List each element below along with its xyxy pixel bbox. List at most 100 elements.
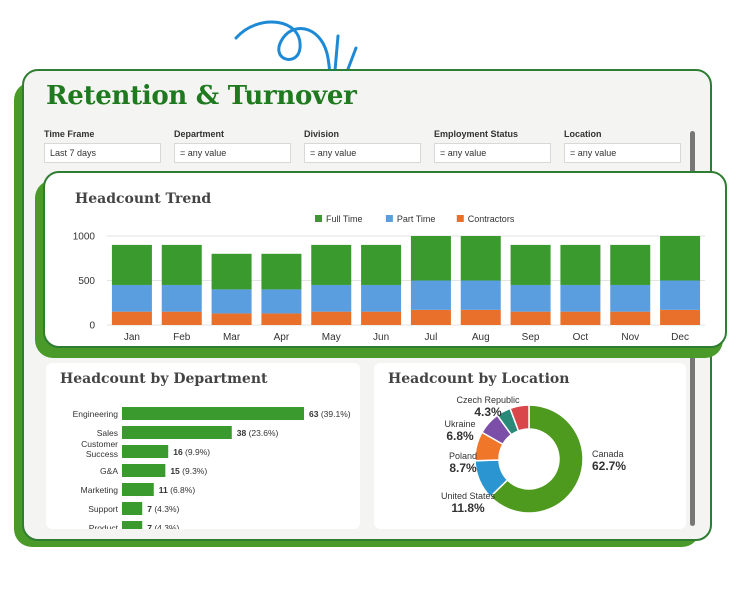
legend-label: Full Time: [326, 214, 363, 224]
employment-status-select[interactable]: = any value: [434, 143, 551, 163]
bar-segment: [410, 309, 451, 325]
slice-value: 6.8%: [446, 429, 474, 443]
filter-division: Division = any value: [304, 129, 426, 163]
bar-segment: [211, 253, 252, 290]
legend-swatch: [456, 215, 464, 222]
x-tick-label: Apr: [274, 332, 290, 343]
bar-segment: [361, 284, 402, 312]
y-tick-label: 500: [78, 276, 95, 287]
slice-name: United States: [441, 491, 496, 501]
panel-title: Headcount by Location: [388, 371, 570, 387]
legend-label: Part Time: [397, 214, 436, 224]
bar-segment: [161, 244, 202, 285]
category-label: Engineering: [73, 409, 119, 419]
filter-label: Time Frame: [44, 129, 95, 139]
division-select[interactable]: = any value: [304, 143, 421, 163]
bar-segment: [560, 244, 601, 285]
location-select[interactable]: = any value: [564, 143, 681, 163]
x-tick-label: Aug: [472, 332, 490, 343]
bar-segment: [311, 284, 352, 312]
x-tick-label: Jan: [124, 332, 140, 343]
bar-segment: [660, 236, 701, 281]
bar: [122, 445, 169, 458]
slice-value: 8.7%: [449, 461, 477, 475]
bar-segment: [560, 284, 601, 312]
bar: [122, 521, 143, 529]
bar-segment: [361, 244, 402, 285]
bar-segment: [510, 284, 551, 312]
location-panel: Headcount by Location Canada 62.7% United …: [374, 363, 686, 529]
bar-segment: [261, 313, 302, 325]
bar-segment: [311, 244, 352, 285]
bar: [122, 464, 166, 477]
donut-slice: [489, 404, 584, 514]
x-tick-label: May: [322, 332, 341, 343]
y-tick-label: 1000: [73, 232, 96, 243]
bar-segment: [211, 313, 252, 325]
data-label: 7 (4.3%): [147, 523, 179, 529]
bar: [122, 483, 154, 496]
department-panel: Headcount by Department Engineering 63 (3…: [46, 363, 360, 529]
filter-label: Division: [304, 129, 340, 139]
page-title: Retention & Turnover: [46, 81, 357, 111]
data-label: 38 (23.6%): [237, 428, 279, 438]
bar-segment: [460, 309, 501, 325]
bar-segment: [510, 244, 551, 285]
department-select[interactable]: = any value: [174, 143, 291, 163]
filter-time-frame: Time Frame Last 7 days: [44, 129, 166, 163]
bar: [122, 407, 304, 420]
panel-title: Headcount Trend: [75, 191, 212, 207]
department-bar-chart: Engineering 63 (39.1%) Sales 38 (23.6%) Cust…: [73, 407, 351, 529]
slice-value: 11.8%: [451, 501, 485, 515]
category-label: Customer: [81, 439, 118, 449]
bar-segment: [211, 289, 252, 314]
bar-segment: [660, 309, 701, 325]
bar-segment: [510, 311, 551, 325]
x-tick-label: Mar: [223, 332, 241, 343]
slice-name: Canada: [592, 449, 624, 459]
filter-department: Department = any value: [174, 129, 296, 163]
headcount-trend-chart: Full Time Part Time Contractors 0 500 1000 Jan…: [73, 214, 705, 343]
bar-segment: [261, 253, 302, 290]
legend-label: Contractors: [468, 214, 515, 224]
time-frame-select[interactable]: Last 7 days: [44, 143, 161, 163]
slice-name: Czech Republic: [456, 395, 520, 405]
bar-segment: [361, 311, 402, 325]
x-tick-label: Dec: [671, 332, 689, 343]
legend-swatch: [385, 215, 393, 222]
legend-swatch: [315, 215, 322, 222]
bar-segment: [410, 280, 451, 310]
bar-segment: [460, 236, 501, 281]
data-label: 7 (4.3%): [147, 504, 179, 514]
category-label: Marketing: [81, 485, 119, 495]
bar-segment: [111, 284, 152, 312]
category-label: G&A: [100, 466, 118, 476]
data-label: 16 (9.9%): [173, 447, 210, 457]
x-tick-label: Sep: [522, 332, 540, 343]
bar-segment: [560, 311, 601, 325]
slice-value: 62.7%: [592, 459, 626, 473]
bar-segment: [610, 311, 651, 325]
bar-segment: [311, 311, 352, 325]
bar-segment: [111, 311, 152, 325]
headcount-trend-card: Headcount Trend Full Time Part Time Contra…: [43, 171, 727, 348]
bar: [122, 502, 143, 515]
filter-location: Location = any value: [564, 129, 686, 163]
x-tick-label: Oct: [573, 332, 589, 343]
category-label: Sales: [97, 428, 118, 438]
donut-slice: [509, 404, 530, 432]
category-label: Support: [88, 504, 118, 514]
bar-segment: [161, 284, 202, 312]
data-label: 15 (9.3%): [170, 466, 207, 476]
slice-name: Ukraine: [444, 419, 475, 429]
filter-label: Location: [564, 129, 602, 139]
filter-label: Department: [174, 129, 225, 139]
data-label: 63 (39.1%): [309, 409, 351, 419]
x-tick-label: Jul: [425, 332, 438, 343]
category-label: Success: [86, 449, 118, 459]
category-label: Product: [89, 523, 119, 529]
x-tick-label: Nov: [621, 332, 639, 343]
bar-segment: [261, 289, 302, 314]
bar-segment: [660, 280, 701, 310]
